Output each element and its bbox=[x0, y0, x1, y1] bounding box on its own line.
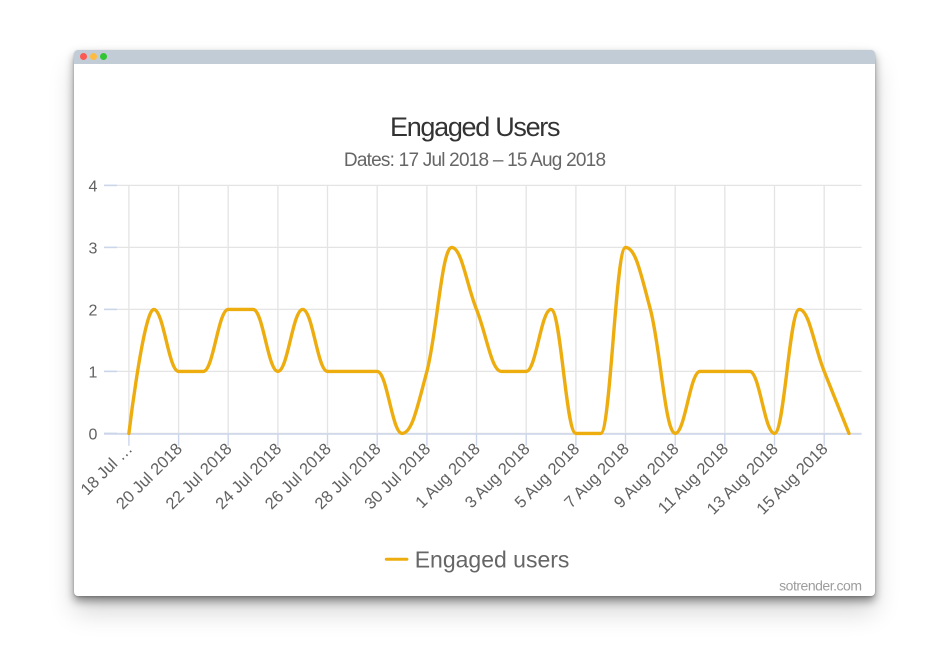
svg-text:Dates: 17 Jul 2018 – 15 Aug 20: Dates: 17 Jul 2018 – 15 Aug 2018 bbox=[344, 150, 606, 171]
svg-text:Engaged Users: Engaged Users bbox=[390, 112, 560, 142]
svg-text:sotrender.com: sotrender.com bbox=[779, 578, 861, 594]
svg-text:2: 2 bbox=[88, 303, 97, 320]
svg-text:Engaged users: Engaged users bbox=[415, 547, 570, 573]
svg-text:3: 3 bbox=[88, 241, 97, 258]
svg-text:1: 1 bbox=[88, 365, 97, 382]
svg-text:4: 4 bbox=[88, 179, 97, 196]
svg-text:0: 0 bbox=[88, 427, 97, 444]
